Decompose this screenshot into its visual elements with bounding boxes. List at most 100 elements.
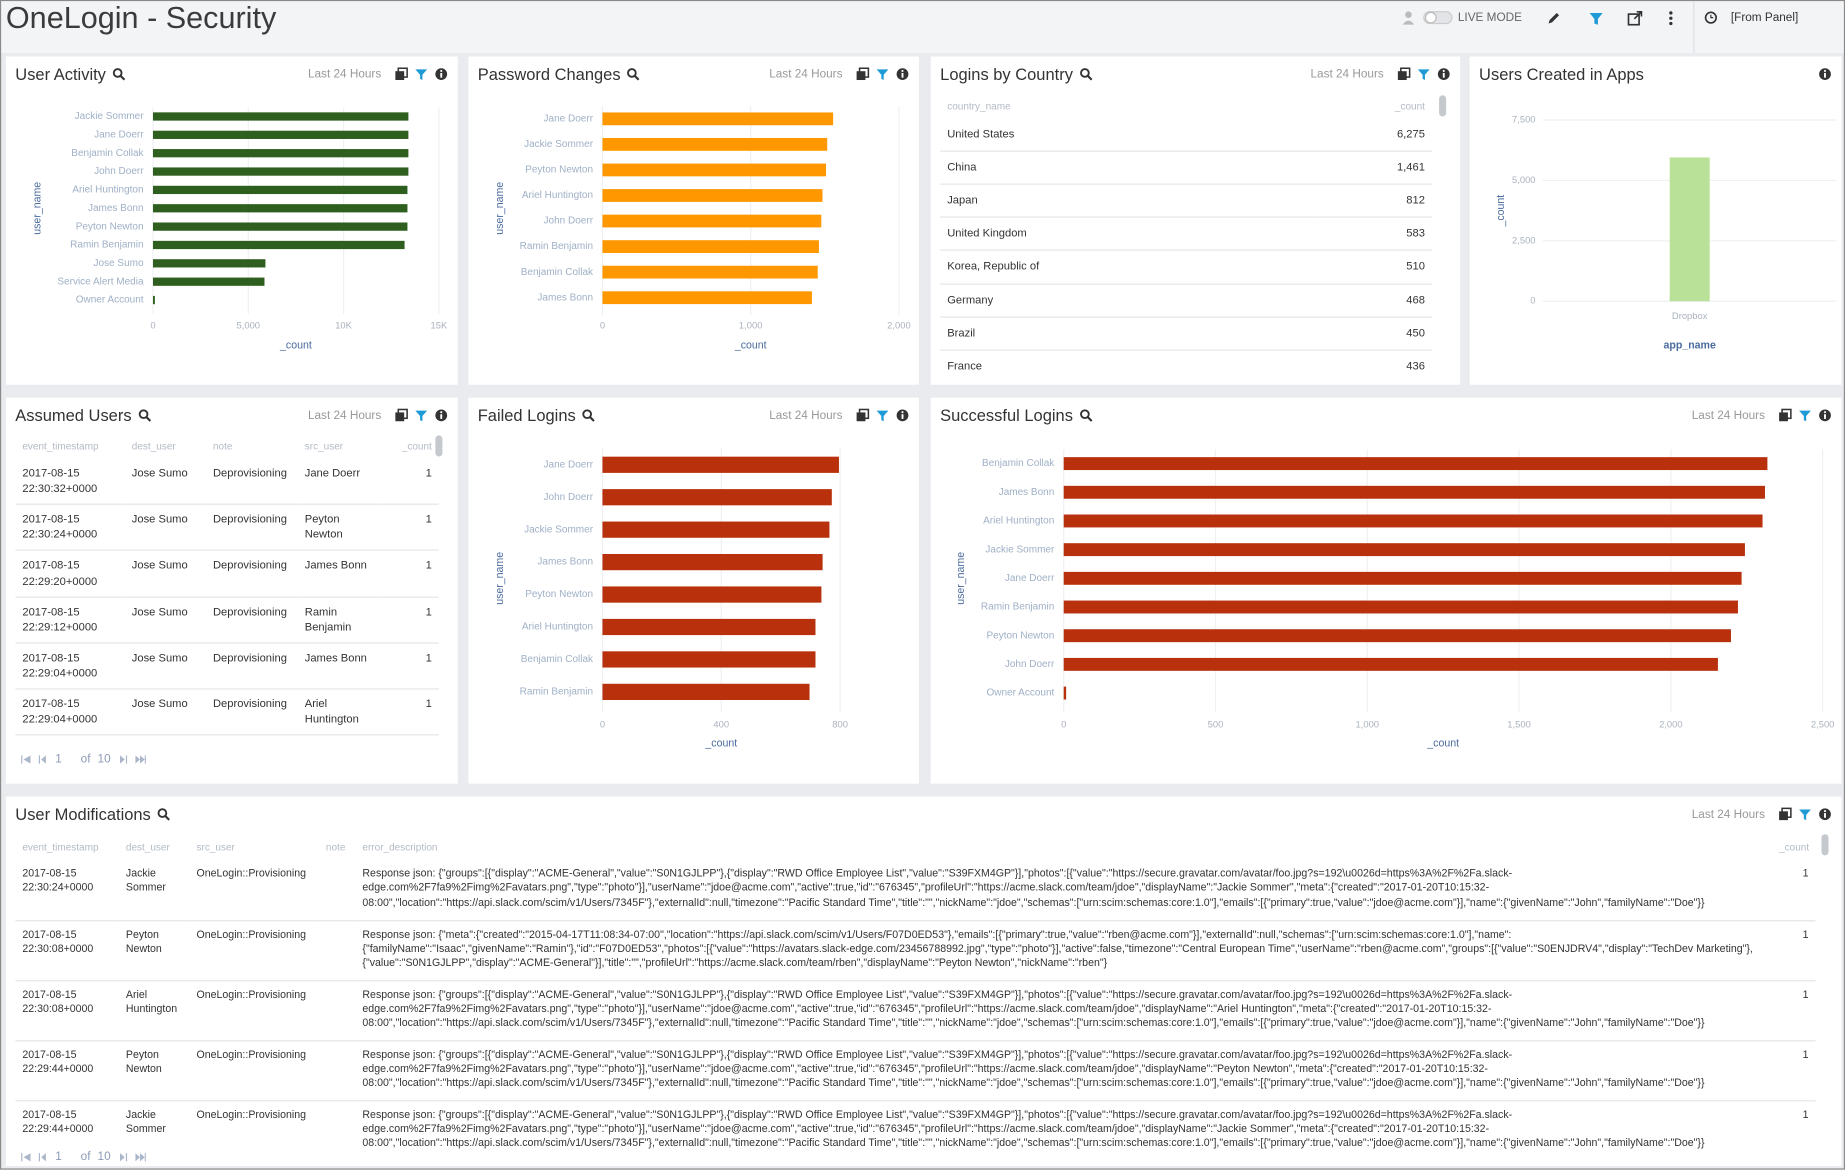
column-header[interactable]: event_timestamp xyxy=(22,841,99,854)
y-tick-label: Ramin Benjamin xyxy=(981,602,1054,613)
bar xyxy=(1063,686,1067,700)
last-page[interactable] xyxy=(135,754,146,765)
search-icon[interactable] xyxy=(1079,408,1093,422)
search-icon[interactable] xyxy=(582,408,596,422)
icon-shape xyxy=(1799,809,1811,821)
last-page[interactable] xyxy=(135,1152,146,1163)
y-tick-label: 2,500 xyxy=(1512,234,1536,245)
panel-title: Password Changes xyxy=(477,64,621,84)
table-row: Japan 812 xyxy=(940,184,1432,219)
bar xyxy=(602,138,828,151)
filter-icon[interactable] xyxy=(1798,408,1812,422)
popout-icon[interactable] xyxy=(855,67,870,81)
table-cell: Response json: {"groups":[{"display":"AC… xyxy=(355,980,1773,1041)
bar xyxy=(1063,457,1768,471)
first-page[interactable] xyxy=(20,1152,31,1163)
table-row: Germany 468 xyxy=(940,283,1432,318)
search-icon[interactable] xyxy=(137,408,151,422)
more-icon[interactable] xyxy=(1666,11,1675,26)
filter-icon[interactable] xyxy=(1798,807,1812,821)
table-cell: 1 xyxy=(377,504,439,552)
prev-page[interactable] xyxy=(38,754,49,765)
column-header[interactable]: note xyxy=(325,841,346,854)
info-icon[interactable] xyxy=(1818,807,1832,821)
prev-page[interactable] xyxy=(38,1152,49,1163)
next-page[interactable] xyxy=(118,1152,129,1163)
column-header[interactable]: dest_user xyxy=(131,440,176,452)
table-cell: Jose Sumo xyxy=(124,689,206,736)
search-icon[interactable] xyxy=(112,67,126,81)
bar xyxy=(602,214,822,228)
table-cell: 1 xyxy=(1772,1040,1816,1101)
pagination: 1 of 10 xyxy=(20,753,146,766)
filter-icon[interactable] xyxy=(875,408,889,422)
panel-title: Users Created in Apps xyxy=(1479,64,1644,84)
icon-shape xyxy=(1824,72,1826,78)
edit-icon[interactable] xyxy=(1546,11,1561,26)
icon-shape xyxy=(1397,71,1407,81)
column-header[interactable]: _count xyxy=(1779,841,1810,854)
panel-title: Failed Logins xyxy=(477,405,576,425)
column-header[interactable]: country_name xyxy=(947,100,1011,112)
icon-shape xyxy=(1824,414,1826,419)
column-header[interactable]: event_timestamp xyxy=(22,440,99,452)
panel: Successful Logins Last 24 Hours 0 500 1,000 1… xyxy=(930,397,1842,784)
table-cell: 1 xyxy=(377,550,439,598)
table-cell: 583 xyxy=(1316,217,1432,252)
icon-shape xyxy=(112,68,123,78)
column-header[interactable]: _count xyxy=(1394,100,1425,112)
table-cell: United States xyxy=(940,118,1317,152)
filter-icon[interactable] xyxy=(875,67,889,81)
search-icon[interactable] xyxy=(1079,67,1093,81)
table-row: 2017-08-15 22:29:12+0000 Jose Sumo Deprovi… xyxy=(15,596,439,644)
info-icon[interactable] xyxy=(1437,67,1451,81)
filter-icon[interactable] xyxy=(414,408,428,422)
column-header[interactable]: error_description xyxy=(362,841,438,854)
share-icon[interactable] xyxy=(1627,10,1643,26)
filter-icon[interactable] xyxy=(414,67,428,81)
info-icon[interactable] xyxy=(434,408,448,422)
y-tick-label: Ariel Huntington xyxy=(522,190,593,201)
info-icon[interactable] xyxy=(434,67,448,81)
table-row: 2017-08-15 22:30:24+0000 Jackie Sommer One… xyxy=(15,860,1816,921)
first-page[interactable] xyxy=(20,754,31,765)
chart: 0 400 800 Jane Doerr John Doerr Jackie Sommer… xyxy=(494,448,848,749)
column-header[interactable]: _count xyxy=(401,440,432,452)
y-tick-label: Jane Doerr xyxy=(544,113,594,124)
column-header[interactable]: src_user xyxy=(196,841,235,854)
icon-shape xyxy=(120,755,128,764)
popout-icon[interactable] xyxy=(1778,807,1792,821)
icon-shape xyxy=(901,72,904,78)
filter-icon[interactable] xyxy=(1417,67,1431,81)
info-icon[interactable] xyxy=(895,67,909,81)
column-header[interactable]: src_user xyxy=(304,440,344,452)
popout-icon[interactable] xyxy=(394,408,408,422)
x-tick-label: 2,500 xyxy=(1811,718,1835,729)
y-tick-label: Jackie Sommer xyxy=(524,139,594,150)
icon-shape xyxy=(1079,68,1090,78)
column-header[interactable]: note xyxy=(212,440,233,452)
search-icon[interactable] xyxy=(626,67,640,81)
popout-icon[interactable] xyxy=(1397,67,1411,81)
info-icon[interactable] xyxy=(895,408,909,422)
popout-icon[interactable] xyxy=(394,67,408,81)
time-range[interactable]: [From Panel] xyxy=(1730,11,1799,25)
info-icon[interactable] xyxy=(1818,67,1832,81)
info-icon[interactable] xyxy=(1818,408,1832,422)
popout-icon[interactable] xyxy=(1778,408,1792,422)
filter-icon[interactable] xyxy=(1588,11,1603,26)
y-tick-label: Benjamin Collak xyxy=(982,458,1055,469)
icon-shape xyxy=(1779,412,1788,422)
bar xyxy=(602,521,830,538)
search-icon[interactable] xyxy=(157,807,171,821)
bar xyxy=(152,277,265,286)
table-row: China 1,461 xyxy=(940,151,1432,185)
column-header[interactable]: dest_user xyxy=(125,841,170,854)
next-page[interactable] xyxy=(118,754,129,765)
table-viewport: event_timestamp dest_user note src_user _cou… xyxy=(15,435,439,750)
live-toggle[interactable] xyxy=(1423,11,1454,25)
table-cell: 1 xyxy=(1772,980,1816,1041)
x-tick-label: 15K xyxy=(431,319,448,330)
popout-icon[interactable] xyxy=(855,408,870,422)
table-row: 2017-08-15 22:30:08+0000 Peyton Newton One… xyxy=(15,920,1816,981)
